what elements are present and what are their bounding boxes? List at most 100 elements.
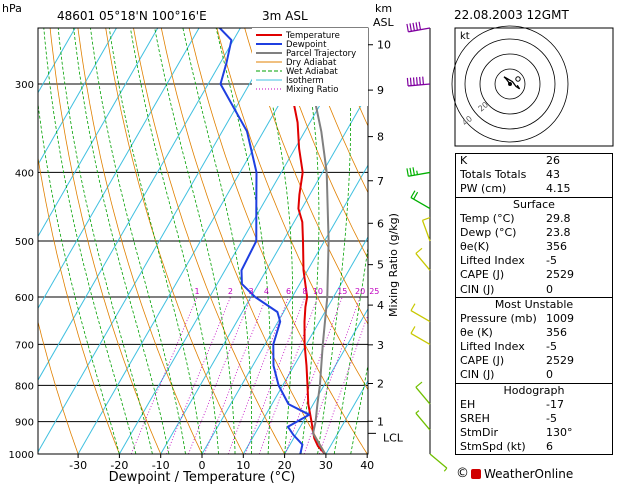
wind-barb-flag	[410, 303, 416, 311]
wet-adiabat-line	[38, 100, 120, 454]
wind-barb-flag	[406, 168, 409, 177]
pressure-tick-label: 500	[15, 237, 34, 248]
most-unstable-value: 1009	[546, 311, 574, 325]
index-value: 26	[546, 154, 560, 167]
wind-barb-flag	[409, 77, 412, 86]
mixing-ratio-line	[130, 296, 198, 454]
wet-adiabat-line	[73, 28, 170, 454]
surface-row: Temp (°C) 29.8	[456, 212, 612, 226]
surface-row: Dewp (°C) 23.8	[456, 226, 612, 240]
index-label: PW (cm)	[460, 182, 507, 196]
wind-barb-flag	[410, 190, 416, 198]
hodograph-label: StmSpd (kt)	[460, 440, 526, 454]
wind-barb	[429, 453, 448, 469]
height-tick-label: 7	[377, 175, 384, 188]
surface-label: Temp (°C)	[460, 211, 515, 225]
hodograph-ring	[479, 53, 541, 115]
dry-adiabat-line	[188, 28, 368, 454]
hodograph-row: StmDir 130°	[456, 426, 612, 440]
isotherm-line	[201, 164, 368, 454]
wind-barb-flag	[415, 247, 423, 254]
wind-barb	[408, 171, 431, 177]
surface-value: 23.8	[546, 225, 571, 239]
dry-adiabat-line	[49, 28, 162, 454]
surface-label: Dewp (°C)	[460, 225, 517, 239]
legend-item: Dry Adiabat	[286, 58, 337, 68]
wind-barb	[408, 27, 431, 33]
hodograph-value: 130°	[546, 426, 573, 439]
wet-adiabat-line	[90, 28, 186, 454]
wind-barb-flag	[412, 167, 415, 176]
hodograph-frame	[454, 27, 614, 147]
surface-row: CAPE (J) 2529	[456, 268, 612, 282]
wet-adiabat-line	[43, 28, 137, 454]
most-unstable-label: CAPE (J)	[460, 354, 505, 368]
most-unstable-value: 356	[546, 325, 567, 339]
mixing-ratio-label: 10	[313, 287, 323, 296]
x-tick-label: 30	[319, 459, 333, 472]
surface-row: Lifted Index -5	[456, 254, 612, 268]
surface-label: CIN (J)	[460, 282, 495, 296]
temperature-series	[277, 28, 326, 454]
copyright-icon: ©	[456, 466, 469, 481]
x-tick-label: 40	[360, 459, 374, 472]
surface-title: Surface	[513, 197, 555, 211]
index-value: 4.15	[546, 182, 571, 196]
wind-barb-flag	[443, 467, 448, 472]
parcel-trajectory-series	[297, 28, 330, 454]
wind-barb-flag	[415, 381, 423, 388]
most-unstable-title: Most Unstable	[494, 297, 574, 311]
mixing-ratio-label: 20	[355, 287, 365, 296]
wind-barb-flag	[409, 23, 412, 32]
hodograph-label: EH	[460, 397, 476, 411]
surface-label: CAPE (J)	[460, 268, 505, 282]
legend-item: Isotherm	[286, 76, 324, 86]
dry-adiabat-line	[299, 28, 368, 194]
wet-adiabat-line	[57, 28, 153, 454]
brand-name: WeatherOnline	[484, 466, 574, 481]
height-tick-label: 1	[377, 415, 384, 428]
hodograph-ring	[464, 38, 556, 130]
surface-label: Lifted Index	[460, 254, 525, 268]
isotherm-line	[242, 236, 368, 454]
hodograph-row: EH -17	[456, 398, 612, 412]
mixing-ratio-label: 1	[194, 287, 199, 296]
isotherm-line	[325, 379, 368, 454]
wind-barb	[410, 332, 431, 345]
height-tick-label: 10	[377, 39, 391, 52]
dry-adiabat-line	[216, 28, 368, 391]
index-row: K 26	[456, 154, 612, 168]
isotherm-line	[38, 28, 117, 166]
legend-item: Parcel Trajectory	[286, 49, 356, 59]
hodograph-value: -17	[546, 397, 564, 411]
index-row: PW (cm) 4.15	[456, 182, 612, 196]
dry-adiabat-line	[133, 28, 285, 454]
height-tick-label: 9	[377, 84, 384, 97]
surface-value: -5	[546, 254, 557, 268]
hodograph-ring	[451, 25, 569, 143]
most-unstable-row: Pressure (mb) 1009	[456, 312, 612, 326]
hodograph-row: SREH -5	[456, 412, 612, 426]
wind-barb-flag	[413, 191, 419, 200]
wind-barb-flag	[410, 326, 416, 334]
dewpoint-series	[218, 28, 311, 454]
dry-adiabat-line	[272, 28, 368, 260]
dry-adiabat-line	[160, 28, 327, 454]
most-unstable-label: θe (K)	[460, 325, 493, 339]
surface-label: θe(K)	[460, 239, 490, 253]
dry-adiabat-line	[77, 28, 203, 454]
surface-value: 2529	[546, 268, 574, 282]
legend-background	[252, 28, 368, 106]
wind-barb	[421, 220, 431, 242]
elevation-label: 3m ASL	[262, 9, 308, 23]
pressure-tick-label: 900	[15, 418, 34, 429]
index-label: K	[460, 154, 468, 167]
legend-item: Temperature	[285, 31, 340, 41]
mixing-ratio-label: 8	[302, 287, 307, 296]
legend-item: Wet Adiabat	[286, 67, 338, 77]
surface-section: Surface Temp (°C) 29.8 Dewp (°C) 23.8 θe(K) 3…	[455, 197, 613, 298]
asl-label: ASL	[373, 16, 395, 29]
wind-barb-flag	[409, 167, 412, 176]
